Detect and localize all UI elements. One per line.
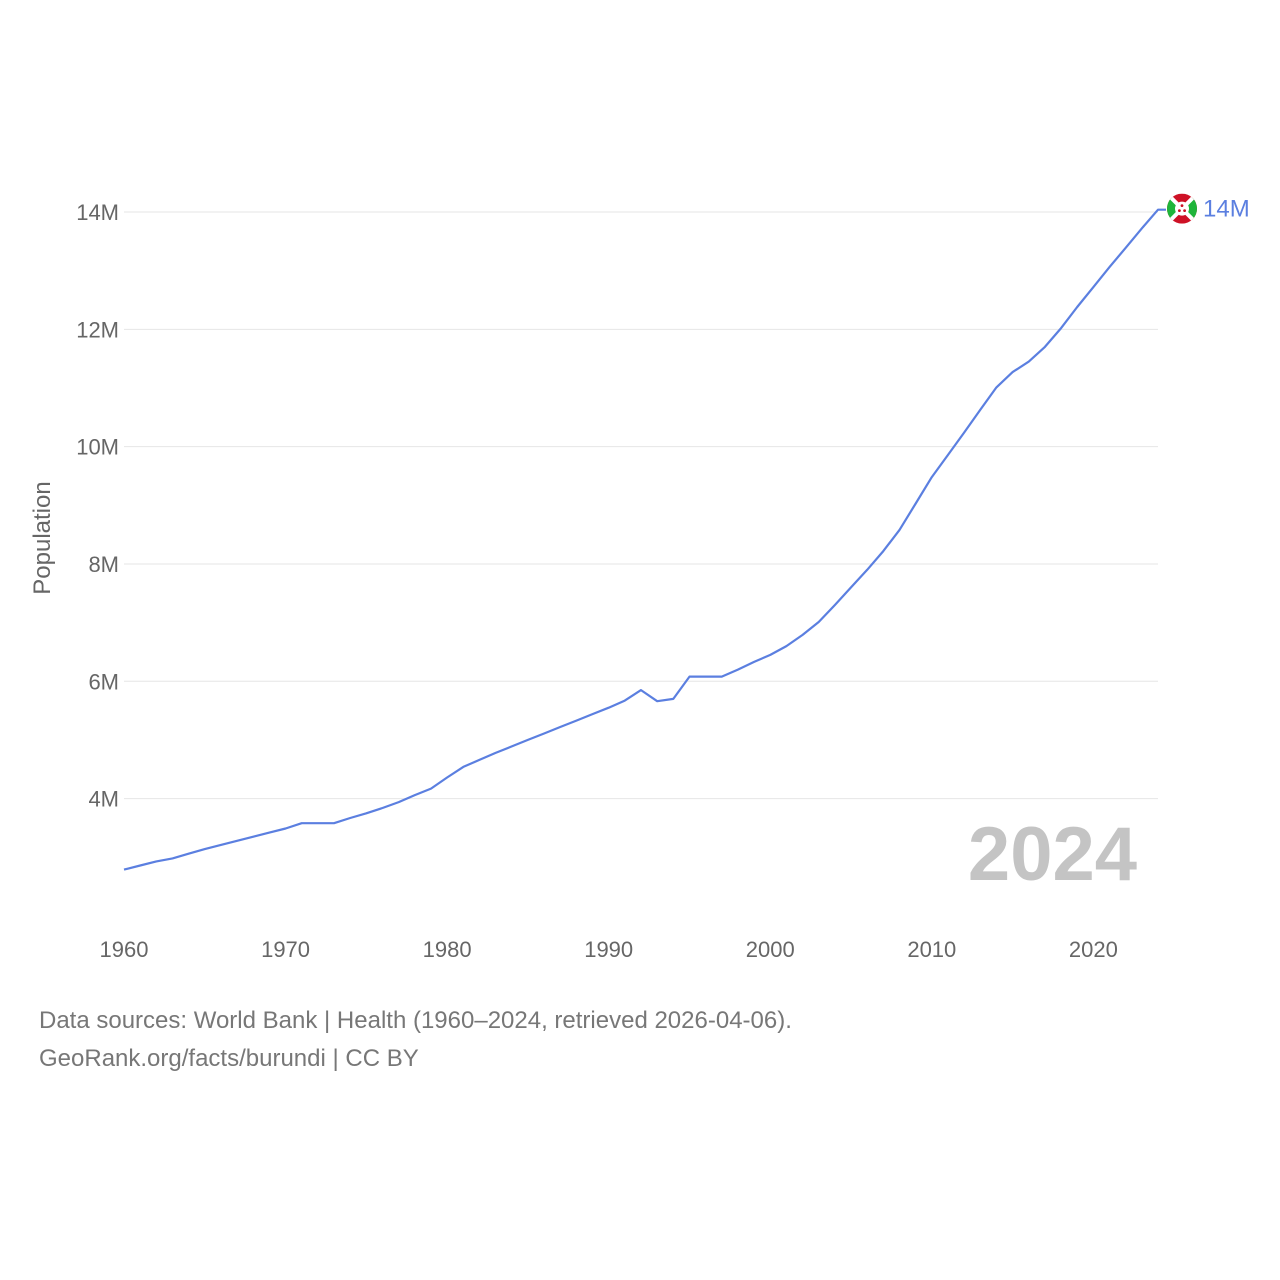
burundi-flag-icon	[1167, 193, 1197, 224]
x-tick-label: 1980	[423, 937, 472, 962]
y-tick-label: 12M	[76, 317, 119, 342]
grid-lines	[124, 211, 1158, 800]
series-line	[123, 208, 1166, 871]
x-tick-label: 1990	[584, 937, 633, 962]
flag-star	[1183, 209, 1186, 213]
x-tick-label: 2020	[1069, 937, 1118, 962]
year-overlay: 2024	[968, 812, 1137, 897]
y-tick-label: 10M	[76, 435, 119, 460]
flag-star	[1180, 204, 1184, 208]
series-group	[123, 208, 1166, 871]
end-value-label: 14M	[1203, 196, 1250, 223]
footer-credit: GeoRank.org/facts/burundi | CC BY	[39, 1045, 419, 1072]
x-tick-label: 1960	[100, 937, 149, 962]
flag-body	[1167, 193, 1197, 224]
flag-star	[1178, 209, 1181, 213]
population-chart: 4M 6M 8M 10M 12M 14M 1960 1970 1980 1990 2000 2010…	[29, 193, 1250, 962]
y-tick-label: 6M	[88, 669, 119, 694]
x-tick-label: 2000	[746, 937, 795, 962]
x-tick-label: 2010	[907, 937, 956, 962]
flag-green-left	[1167, 193, 1182, 224]
x-axis-ticks: 1960 1970 1980 1990 2000 2010 2020	[100, 937, 1118, 962]
y-axis-ticks: 4M 6M 8M 10M 12M 14M	[76, 200, 119, 812]
flag-center-disc	[1175, 201, 1189, 216]
y-axis-title: Population	[29, 481, 56, 594]
footer-source: Data sources: World Bank | Health (1960–…	[39, 1007, 792, 1034]
x-tick-label: 1970	[261, 937, 310, 962]
y-tick-label: 14M	[76, 200, 119, 225]
end-marker: 14M	[1167, 193, 1250, 224]
flag-green-right	[1182, 193, 1197, 224]
y-tick-label: 4M	[88, 787, 119, 812]
y-tick-label: 8M	[88, 552, 119, 577]
